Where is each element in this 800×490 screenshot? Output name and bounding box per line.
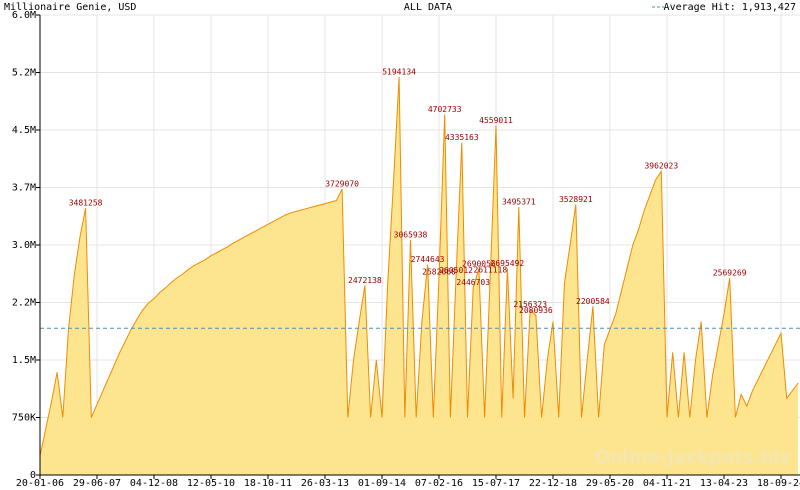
value-label: 2200584 [576, 297, 610, 306]
value-label: 2695492 [491, 259, 525, 268]
value-label: 2611118 [473, 265, 507, 274]
watermark: Online-Jackpots.biz [595, 447, 790, 468]
x-tick-label: 18-10-11 [244, 478, 292, 489]
value-label: 3962023 [644, 162, 678, 171]
average-legend: Average Hit: 1,913,427 [664, 2, 796, 13]
x-tick-label: 12-05-10 [187, 478, 235, 489]
x-tick-label: 20-01-06 [16, 478, 64, 489]
value-label: 3481258 [69, 199, 103, 208]
area-line [39, 76, 799, 456]
value-label: 4335163 [445, 133, 479, 142]
x-tick-label: 18-09-24 [757, 478, 800, 489]
y-tick-label: 1.5M [12, 355, 36, 366]
y-tick-label: 0 [30, 470, 36, 481]
y-tick-label: 5.2M [12, 68, 36, 79]
x-tick-label: 29-05-20 [586, 478, 634, 489]
x-tick-label: 26-03-13 [301, 478, 349, 489]
y-tick-label: 3.0M [12, 240, 36, 251]
value-label: 2744643 [411, 255, 445, 264]
value-label: 2446703 [456, 278, 490, 287]
x-tick-label: 13-04-23 [700, 478, 748, 489]
y-tick-label: 2.2M [12, 298, 36, 309]
value-label: 2582660 [422, 267, 456, 276]
value-label: 3495371 [502, 198, 536, 207]
value-label: 3729070 [325, 180, 359, 189]
value-label: 2605012 [439, 266, 473, 275]
value-label: 3528921 [559, 195, 593, 204]
value-label: 2472138 [348, 276, 382, 285]
value-label: 2690056 [462, 259, 496, 268]
value-label: 2080936 [519, 306, 553, 315]
area-fill [40, 76, 799, 476]
y-tick-label: 6.0M [12, 10, 36, 21]
chart-subtitle: ALL DATA [404, 2, 452, 13]
x-tick-label: 22-12-18 [529, 478, 577, 489]
x-tick-label: 01-09-14 [358, 478, 406, 489]
y-tick-label: 3.7M [12, 183, 36, 194]
y-tick-label: 750K [12, 413, 36, 424]
value-label: 4559011 [479, 116, 513, 125]
x-tick-label: 04-11-21 [643, 478, 691, 489]
x-tick-label: 07-02-16 [415, 478, 463, 489]
y-tick-label: 4.5M [12, 125, 36, 136]
value-label: 5194134 [382, 67, 416, 76]
x-tick-label: 15-07-17 [472, 478, 520, 489]
value-label: 2569269 [713, 269, 747, 278]
x-tick-label: 04-12-08 [130, 478, 178, 489]
x-tick-label: 29-06-07 [73, 478, 121, 489]
chart-title: Millionaire Genie, USD [4, 2, 136, 13]
value-label: 2156323 [513, 300, 547, 309]
value-label: 4702733 [428, 105, 462, 114]
value-label: 3065938 [394, 230, 428, 239]
